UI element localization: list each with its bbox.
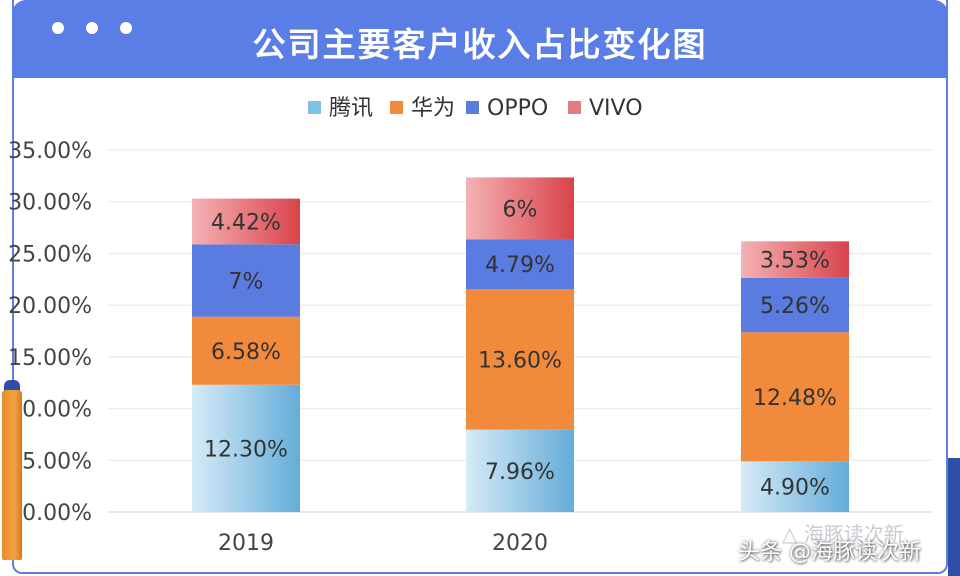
data-label: 12.48% (753, 386, 837, 411)
y-tick-label: 20.00% (8, 294, 92, 319)
chart-title: 公司主要客户收入占比变化图 (252, 25, 708, 64)
y-tick-label: 25.00% (8, 242, 92, 267)
watermark: 头条 @海豚读次新 (738, 540, 921, 565)
data-label: 4.42% (211, 210, 281, 235)
y-axis: 0.00% 5.00% 10.00% 15.00% 20.00% 25.00% 30.00%… (8, 139, 92, 526)
bar-segment-2019-腾讯 (192, 384, 300, 512)
data-label: 6.58% (211, 340, 281, 365)
x-tick-label: 2019 (218, 531, 274, 556)
x-tick-label: 2020 (492, 531, 548, 556)
legend-label-OPPO: OPPO (487, 96, 548, 121)
bar-segment-2021-华为 (741, 332, 849, 462)
bar-segment-2020-华为 (466, 289, 574, 430)
data-label: 4.90% (760, 476, 830, 501)
dot-icon (86, 22, 98, 34)
bar-segment-2021-VIVO (741, 241, 849, 278)
data-label: 12.30% (204, 437, 288, 462)
y-tick-label: 35.00% (8, 139, 92, 164)
legend-swatch-华为 (390, 101, 403, 114)
legend-label-VIVO: VIVO (589, 96, 643, 121)
data-label: 6% (503, 197, 538, 222)
legend-swatch-OPPO (466, 101, 479, 114)
legend-swatch-VIVO (568, 101, 581, 114)
pen-decoration (2, 390, 22, 560)
y-tick-label: 30.00% (8, 191, 92, 216)
y-tick-label: 5.00% (22, 449, 92, 474)
chart-header: 公司主要客户收入占比变化图 (12, 0, 948, 78)
bar-segment-2019-华为 (192, 316, 300, 385)
bar-segment-2020-OPPO (466, 239, 574, 290)
data-label: 5.26% (760, 294, 830, 319)
legend-label-华为: 华为 (411, 96, 455, 121)
data-label: 13.60% (478, 348, 562, 373)
data-label: 7% (229, 270, 264, 295)
bar-segment-2020-VIVO (466, 177, 574, 240)
legend-swatch-腾讯 (308, 101, 321, 114)
dot-icon (52, 22, 64, 34)
y-tick-label: 0.00% (22, 501, 92, 526)
watermark-ghost: △ 海豚读次新 (782, 522, 904, 546)
window-dots (52, 22, 132, 34)
side-tab-decoration (948, 458, 960, 576)
x-axis: 2019 2020 (218, 531, 548, 556)
y-tick-label: 15.00% (8, 346, 92, 371)
y-tick-label: 10.00% (8, 398, 92, 423)
data-label: 7.96% (485, 460, 555, 485)
data-label: 4.79% (485, 253, 555, 278)
data-label: 3.53% (760, 249, 830, 274)
bar-segment-2019-VIVO (192, 198, 300, 245)
chart-legend: 腾讯 华为 OPPO VIVO (308, 96, 643, 121)
bar-segment-2020-腾讯 (466, 429, 574, 512)
legend-label-腾讯: 腾讯 (329, 96, 373, 121)
bars: 12.30% 6.58% 7% 4.42% 7.96% 13.60% 4.79% 6% 4.90… (192, 177, 849, 512)
bar-segment-2019-OPPO (192, 244, 300, 317)
bar-segment-2021-OPPO (741, 277, 849, 333)
dot-icon (120, 22, 132, 34)
bar-segment-2021-腾讯 (741, 461, 849, 512)
